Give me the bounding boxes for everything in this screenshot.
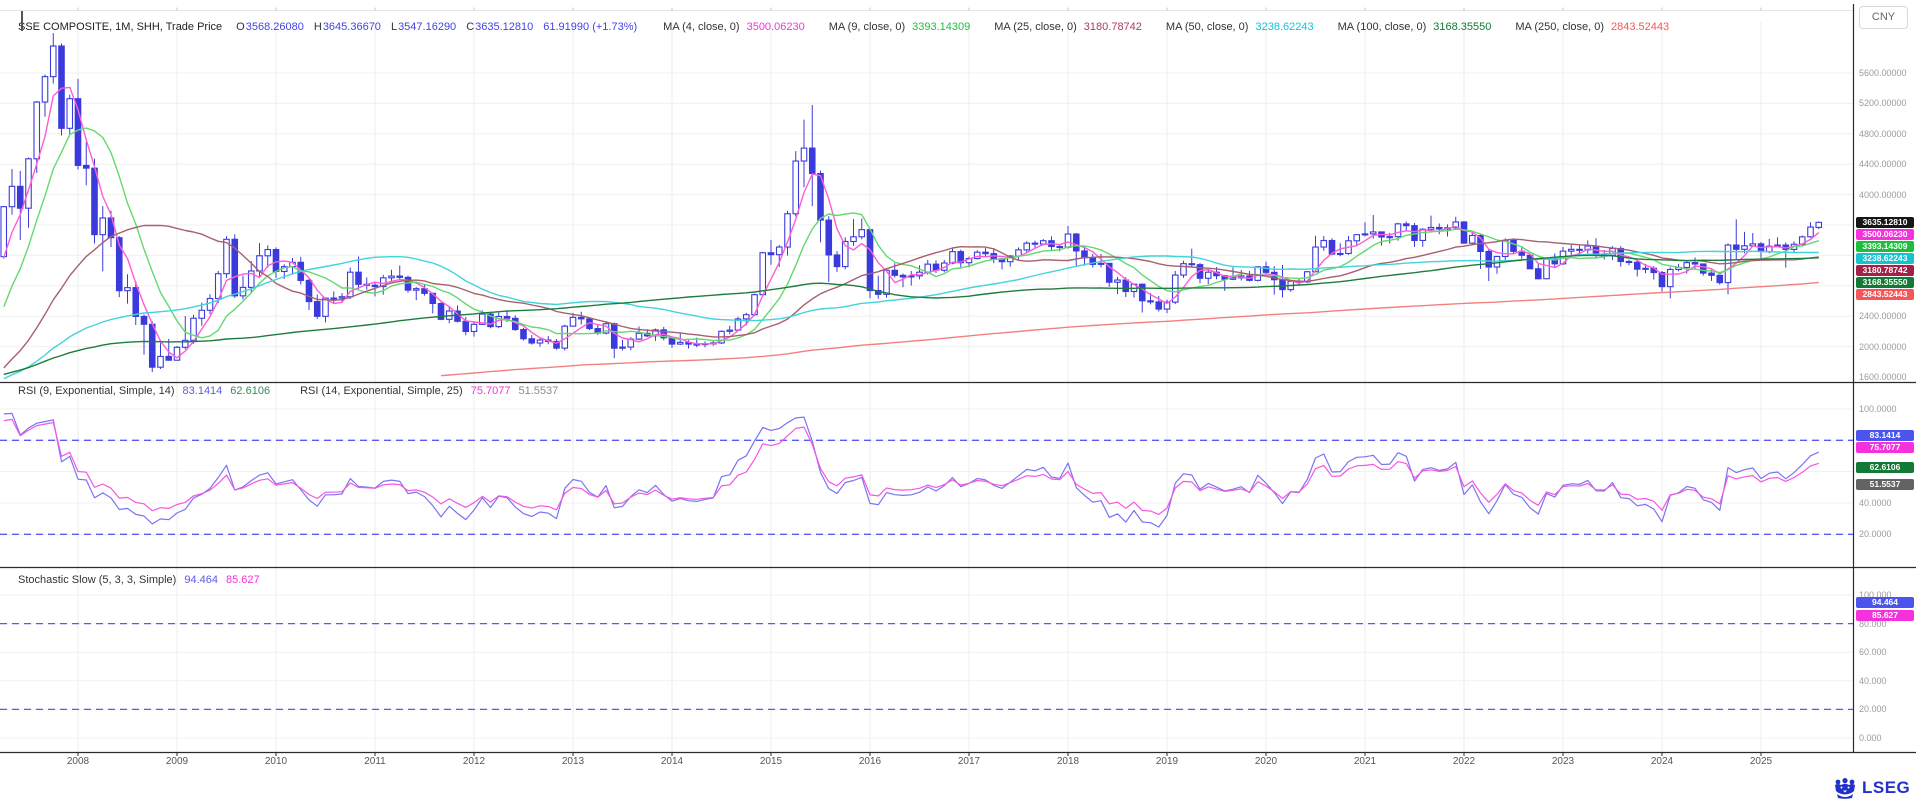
price-tag: 85.627	[1856, 610, 1914, 622]
price-tag: 51.5537	[1856, 479, 1914, 491]
price-panel	[0, 22, 1853, 382]
axis-label: 40.000	[1859, 675, 1887, 686]
year-label: 2014	[660, 756, 684, 767]
price-tag: 94.464	[1856, 597, 1914, 609]
instrument-title: SSE COMPOSITE, 1M, SHH, Trade Price	[18, 21, 223, 33]
axis-label: 20.0000	[1859, 529, 1892, 540]
stochastic-legend[interactable]: Stochastic Slow (5, 3, 3, Simple) 94.464 8…	[18, 574, 260, 586]
rsi-legend[interactable]: RSI (9, Exponential, Simple, 14) 83.1414 6…	[18, 385, 558, 397]
year-label: 2020	[1254, 756, 1278, 767]
year-label: 2021	[1353, 756, 1377, 767]
price-tag: 75.7077	[1856, 441, 1914, 453]
axis-label: 4800.00000	[1859, 128, 1907, 139]
axis-label: 80.000	[1859, 618, 1887, 629]
price-tag: 3180.78742	[1856, 264, 1914, 276]
stoch-k-value: 94.464	[184, 574, 218, 586]
axis-label: 4000.00000	[1859, 189, 1907, 200]
lseg-logo-text: LSEG	[1862, 778, 1911, 797]
axis-label: 4400.00000	[1859, 159, 1907, 170]
axis-label: 0.000	[1859, 733, 1882, 743]
ma-legend-group: MA (4, close, 0) 3500.06230 MA (9, close, …	[663, 21, 1693, 33]
year-label: 2024	[1650, 756, 1674, 767]
net-change: 61.91990 (+1.73%)	[543, 21, 638, 33]
open-value: O3568.26080	[236, 21, 304, 33]
axis-label: 100.0000	[1859, 404, 1897, 414]
rsi-panel	[0, 382, 1853, 567]
high-value: H3645.36670	[313, 21, 381, 33]
stochastic-panel	[0, 567, 1853, 752]
year-label: 2022	[1452, 756, 1476, 767]
rsi2-label: RSI (14, Exponential, Simple, 25)	[300, 385, 463, 397]
price-tag: 83.1414	[1856, 429, 1914, 441]
ma-legend-label: MA (100, close, 0)	[1337, 21, 1427, 33]
rsi1-label: RSI (9, Exponential, Simple, 14)	[18, 385, 175, 397]
lseg-logo: LSEG	[1832, 777, 1910, 799]
year-label: 2011	[364, 756, 386, 767]
axis-label: 60.000	[1859, 647, 1887, 658]
rsi2-value: 75.7077	[470, 385, 511, 397]
year-label: 2009	[165, 756, 189, 767]
ma-legend-value: 3393.14309	[912, 21, 971, 33]
price-tag: 3635.12810	[1856, 216, 1914, 228]
year-label: 2023	[1551, 756, 1575, 767]
price-tag: 2843.52443	[1856, 288, 1914, 300]
legend-handle[interactable]	[21, 11, 23, 31]
price-tag: 62.6106	[1856, 462, 1914, 474]
axis-label: 5600.00000	[1859, 68, 1907, 78]
year-label: 2008	[66, 756, 90, 767]
axis-label: 2000.00000	[1859, 341, 1907, 352]
ma-legend-label: MA (50, close, 0)	[1165, 21, 1249, 33]
year-label: 2013	[561, 756, 585, 767]
rsi1-average: 62.6106	[230, 385, 271, 397]
year-label: 2025	[1749, 756, 1773, 767]
axis-label: 100.000	[1859, 590, 1892, 600]
year-label: 2017	[957, 756, 981, 767]
lseg-logo-emblem	[1835, 778, 1855, 799]
close-value: C3635.12810	[466, 21, 534, 33]
ma-legend-label: MA (9, close, 0)	[828, 21, 906, 33]
ma-legend-value: 3180.78742	[1083, 21, 1142, 33]
ma-legend-value: 3238.62243	[1255, 21, 1314, 33]
ma-legend-value: 2843.52443	[1611, 21, 1670, 33]
axis-label: 20.000	[1859, 704, 1887, 715]
stoch-label: Stochastic Slow (5, 3, 3, Simple)	[18, 574, 177, 586]
currency-button[interactable]: CNY	[1859, 6, 1908, 29]
year-label: 2018	[1056, 756, 1080, 767]
axis-label: 2400.00000	[1859, 311, 1907, 322]
price-tag: 3238.62243	[1856, 252, 1914, 264]
rsi2-average: 51.5537	[518, 385, 559, 397]
axis-label: 1600.00000	[1859, 372, 1907, 382]
year-label: 2012	[462, 756, 486, 767]
price-tag: 3168.35550	[1856, 276, 1914, 288]
axis-label: 5200.00000	[1859, 98, 1907, 109]
stoch-d-value: 85.627	[226, 574, 260, 586]
year-label: 2016	[858, 756, 882, 767]
main-chart-legend[interactable]: SSE COMPOSITE, 1M, SHH, Trade Price O3568…	[18, 21, 1693, 33]
rsi1-value: 83.1414	[182, 385, 223, 397]
ma-legend-value: 3500.06230	[746, 21, 805, 33]
ma-legend-label: MA (4, close, 0)	[663, 21, 740, 33]
year-label: 2015	[759, 756, 783, 767]
year-label: 2019	[1155, 756, 1179, 767]
ma-legend-value: 3168.35550	[1433, 21, 1492, 33]
ma-legend-label: MA (25, close, 0)	[994, 21, 1077, 33]
price-tag: 3393.14309	[1856, 240, 1914, 252]
axis-label: 40.0000	[1859, 498, 1892, 508]
low-value: L3547.16290	[390, 21, 457, 33]
price-tag: 3500.06230	[1856, 228, 1914, 240]
year-label: 2010	[264, 756, 288, 767]
ma-legend-label: MA (250, close, 0)	[1515, 21, 1605, 33]
